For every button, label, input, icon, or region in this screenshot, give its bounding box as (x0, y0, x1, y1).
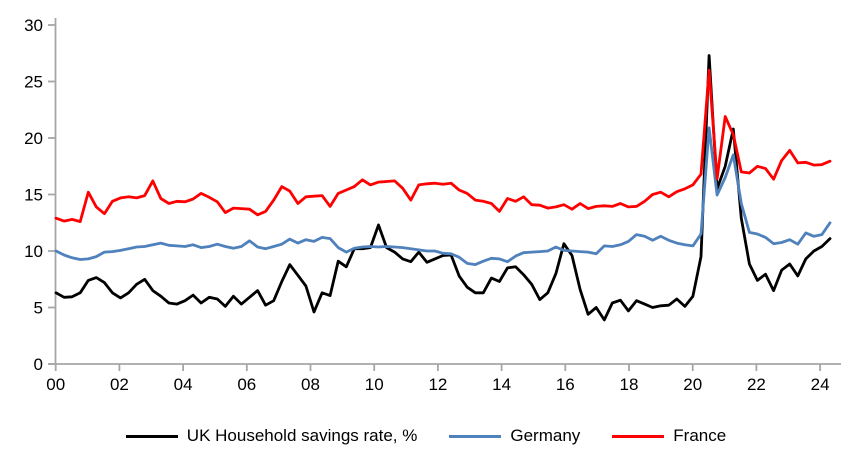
x-tick-label: 20 (683, 375, 702, 394)
legend-line-france (612, 434, 665, 438)
x-tick-label: 06 (237, 375, 256, 394)
series-line-france (54, 68, 832, 224)
x-tick-label: 14 (492, 375, 511, 394)
y-tick-label: 20 (24, 129, 43, 148)
legend-line-uk-household-savings-rate (125, 434, 178, 438)
x-tick-label: 02 (110, 375, 129, 394)
y-tick-label: 10 (24, 242, 43, 261)
x-tick-label: 04 (174, 375, 193, 394)
x-tick-label: 22 (747, 375, 766, 394)
y-tick-label: 30 (24, 16, 43, 35)
y-tick-label: 5 (34, 299, 43, 318)
x-tick-label: 16 (556, 375, 575, 394)
legend-label-germany: Germany (510, 426, 581, 445)
y-tick-label: 0 (34, 355, 43, 374)
legend: UK Household savings rate, % Germany Franc… (0, 426, 852, 446)
legend-item-germany: Germany (449, 426, 580, 446)
legend-label-france: France (673, 426, 727, 445)
x-tick-label: 24 (811, 375, 830, 394)
legend-item-uk-household-savings-rate: UK Household savings rate, % (125, 426, 418, 446)
x-tick-label: 12 (428, 375, 447, 394)
legend-item-france: France (612, 426, 726, 446)
x-tick-label: 08 (301, 375, 320, 394)
x-tick-label: 18 (620, 375, 639, 394)
plot-area: 0 5 10 15 20 25 30 00 02 04 06 08 10 12 14 16 18 20 22 24 (24, 16, 841, 394)
series-line-uk-household-savings-rate (54, 54, 832, 322)
y-tick-label: 15 (24, 186, 43, 205)
legend-label-uk-household-savings-rate: UK Household savings rate, % (186, 426, 418, 445)
x-tick-label: 00 (46, 375, 65, 394)
legend-line-germany (449, 434, 502, 438)
series-line-germany (54, 126, 832, 267)
y-tick-label: 25 (24, 73, 43, 92)
x-tick-label: 10 (365, 375, 384, 394)
